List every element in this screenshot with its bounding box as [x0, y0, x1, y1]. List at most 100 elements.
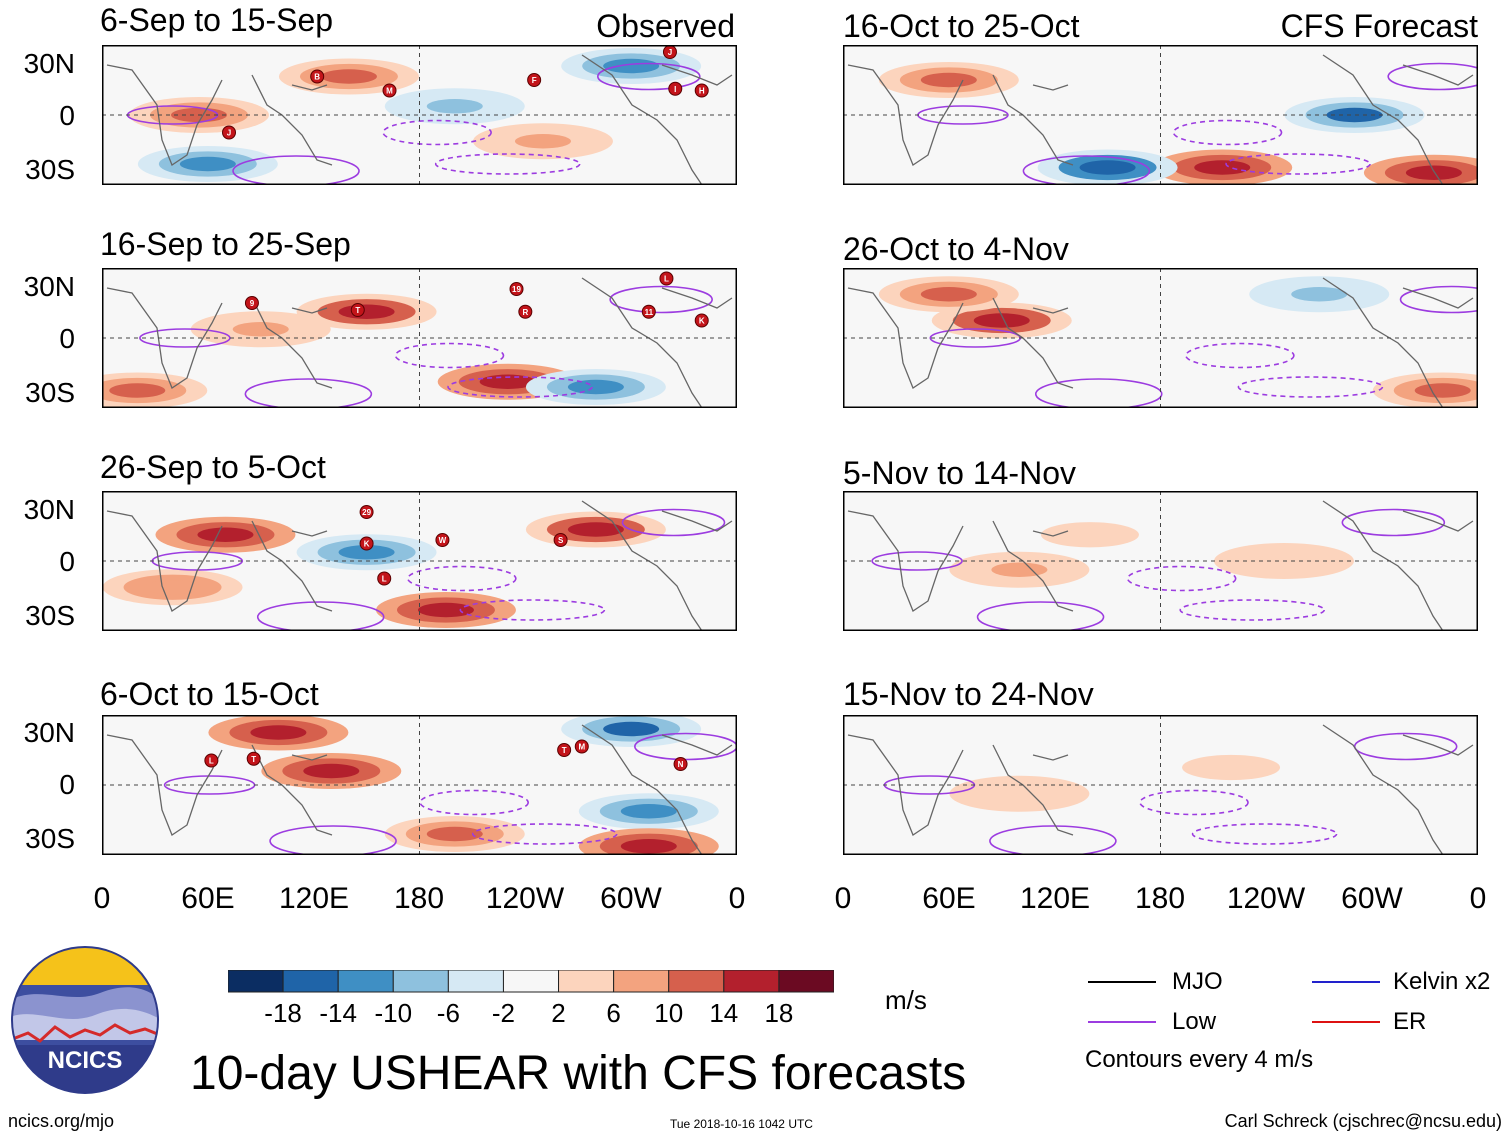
y-tick-30s: 30S [25, 823, 75, 854]
low-contour [1341, 508, 1446, 537]
map-left-2: 9 T 19 R L 11 K [102, 268, 737, 408]
y-tick-0: 0 [59, 323, 75, 354]
shear-anomaly-blob [991, 562, 1048, 577]
storm-label: 19 [512, 285, 521, 294]
y-tick-0: 0 [59, 769, 75, 800]
colorbar-label: 14 [709, 998, 739, 1028]
legend-er-label: ER [1393, 1008, 1427, 1035]
colorbar-label: -6 [436, 998, 460, 1028]
coastline [106, 287, 223, 389]
storm-label: H [699, 87, 705, 96]
colorbar-label: -14 [319, 998, 357, 1028]
y-tick-0: 0 [59, 100, 75, 131]
low-contour [1172, 119, 1283, 146]
panel-title-left-4: 6-Oct to 15-Oct [100, 676, 319, 712]
shear-anomaly-blob [920, 287, 977, 302]
coastline [992, 520, 1074, 612]
storm-label: S [558, 536, 564, 545]
colorbar-label: 2 [551, 998, 566, 1028]
shear-anomaly-blob [567, 379, 624, 395]
low-contour [269, 825, 397, 855]
storm-label: M [578, 743, 585, 752]
low-contour [609, 285, 713, 314]
legend-mjo-line [1088, 981, 1156, 983]
coastline [1402, 734, 1474, 756]
x-tick-120w: 120W [1226, 882, 1306, 915]
y-tick-30s: 30S [25, 600, 75, 631]
colorbar-label: -2 [491, 998, 516, 1028]
coastline [1032, 530, 1069, 537]
storm-label: T [562, 746, 567, 755]
shear-anomaly-blob [109, 383, 166, 398]
storm-label: R [522, 308, 528, 317]
coastline [106, 64, 223, 166]
map-right-1 [843, 45, 1478, 185]
colorbar-label: 10 [654, 998, 684, 1028]
low-contour [471, 823, 618, 845]
storm-label: 9 [250, 299, 255, 308]
map-right-2 [843, 268, 1478, 408]
map-left-3: 29 K W L S [102, 491, 737, 631]
storm-marker: S [553, 533, 568, 547]
main-title: 10-day USHEAR with CFS forecasts [190, 1047, 967, 1100]
coastline [106, 734, 223, 836]
shear-anomaly-blob [1414, 383, 1471, 398]
shear-anomaly-blob [1405, 165, 1462, 180]
y-tick-0: 0 [59, 546, 75, 577]
storm-marker: N [673, 757, 688, 771]
map-frame [102, 715, 737, 855]
shear-anomaly-blob [1194, 160, 1251, 175]
storm-label: 29 [362, 508, 371, 517]
panel-title-right-3: 5-Nov to 14-Nov [843, 455, 1076, 491]
colorbar-swatch [558, 970, 615, 993]
storm-label: 11 [645, 308, 654, 317]
coastline [1032, 307, 1069, 314]
storm-label: I [674, 85, 676, 94]
colorbar [228, 970, 834, 993]
panel-title-right-2: 26-Oct to 4-Nov [843, 231, 1069, 267]
y-tick-30n: 30N [23, 494, 75, 525]
coastline [291, 754, 328, 761]
storm-label: J [227, 129, 231, 138]
footer-author: Carl Schreck (cjschrec@ncsu.edu) [1224, 1111, 1502, 1131]
x-tick-180: 180 [393, 882, 445, 915]
low-contour [447, 376, 593, 398]
map-right-4 [843, 715, 1478, 855]
panel-title-left-3: 26-Sep to 5-Oct [100, 449, 326, 485]
storm-marker: K [359, 536, 374, 551]
storm-marker: T [350, 303, 365, 317]
coastline [1032, 754, 1069, 761]
x-tick-120w: 120W [485, 882, 565, 915]
shear-anomaly-blob [603, 58, 660, 74]
coastline [847, 510, 964, 612]
storm-marker: R [518, 304, 533, 319]
coastline [847, 64, 964, 166]
storm-label: K [699, 317, 705, 326]
storm-marker: H [694, 83, 709, 98]
low-contour [1191, 823, 1338, 845]
coastline [291, 530, 328, 537]
panel-title-right-4: 15-Nov to 24-Nov [843, 676, 1094, 712]
legend-mjo-label: MJO [1172, 968, 1223, 995]
shear-anomaly-blob [338, 545, 395, 560]
map-frame [102, 45, 737, 185]
coastline [992, 297, 1074, 389]
map-frame [102, 268, 737, 408]
low-contour [1237, 376, 1384, 398]
shear-anomaly-blob [417, 602, 474, 618]
coastline [1322, 500, 1444, 631]
y-tick-30s: 30S [25, 377, 75, 408]
coastline [1322, 54, 1444, 185]
map-frame [843, 268, 1478, 408]
colorbar-swatch [668, 970, 725, 993]
coastline [251, 297, 333, 389]
shear-anomaly-blob [1326, 107, 1383, 123]
map-left-1: B M F I H J J [102, 45, 737, 185]
shear-anomaly-blob [1079, 160, 1136, 175]
panel-title-left-1: 6-Sep to 15-Sep [100, 2, 334, 38]
shear-anomaly-blob [1061, 527, 1118, 542]
low-contour [989, 825, 1117, 855]
coastline [291, 307, 328, 314]
storm-label: M [386, 87, 393, 96]
colorbar-swatch [337, 970, 394, 993]
